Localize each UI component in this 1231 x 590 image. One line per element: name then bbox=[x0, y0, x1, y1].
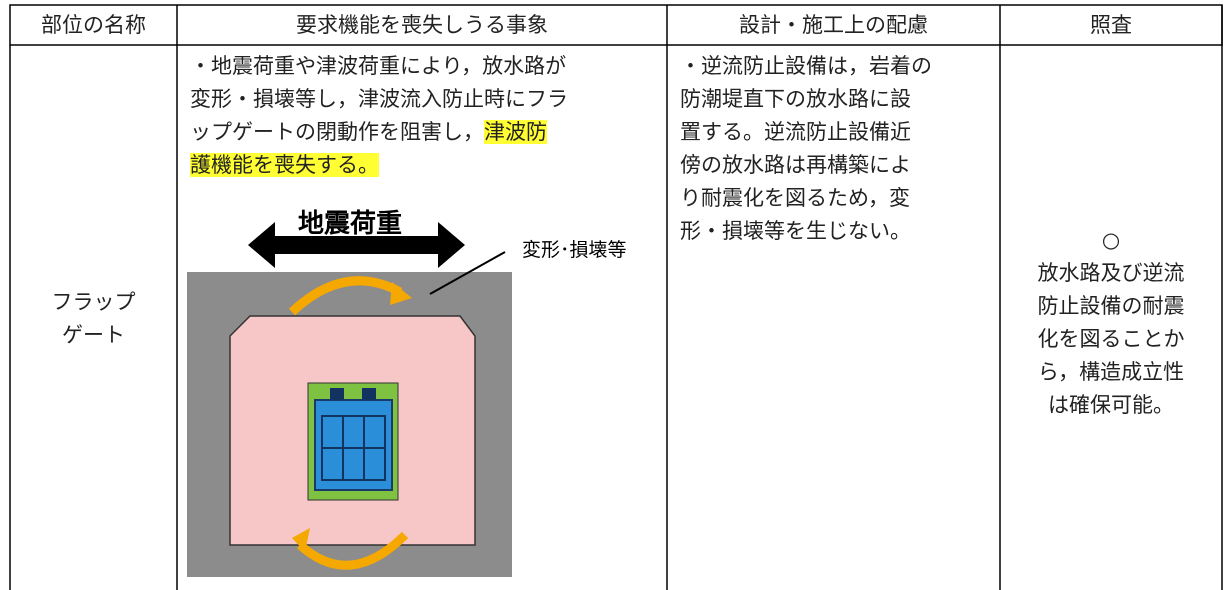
event-line: 変形・損壊等し，津波流入防止時にフラ bbox=[190, 87, 568, 111]
load-label: 地震荷重 bbox=[298, 209, 402, 239]
check-line: 防止設備の耐震 bbox=[1037, 294, 1185, 318]
design-line: り耐震化を図るため，変 bbox=[680, 186, 910, 210]
design-line: ・逆流防止設備は，岩着の bbox=[680, 54, 932, 78]
highlight: 津波防 bbox=[484, 120, 547, 144]
design-cell: ・逆流防止設備は，岩着の 防潮堤直下の放水路に設 置する。逆流防止設備近 傍の放… bbox=[680, 50, 932, 248]
check-cell: ○ 放水路及び逆流 防止設備の耐震 化を図ることか ら，構造成立性 は確保可能。 bbox=[1000, 224, 1222, 422]
header-cell: 部位の名称 bbox=[41, 13, 146, 37]
gate-panels bbox=[321, 415, 386, 481]
design-line: 形・損壊等を生じない。 bbox=[680, 219, 911, 243]
deform-arrow bbox=[296, 531, 409, 570]
header-box bbox=[9, 4, 1223, 46]
header-cell: 設計・施工上の配慮 bbox=[739, 13, 928, 37]
damage-label: 変形･損壊等 bbox=[522, 239, 627, 261]
highlight: 護機能を喪失する。 bbox=[190, 153, 379, 177]
part-line: フラップ bbox=[51, 290, 136, 314]
event-line: ・地震荷重や津波荷重により，放水路が bbox=[190, 54, 567, 78]
deform-arrow-head bbox=[390, 282, 412, 305]
part-cell: フラップ ゲート bbox=[10, 286, 177, 352]
gate bbox=[314, 399, 393, 491]
check-line: ら，構造成立性 bbox=[1037, 360, 1185, 384]
deform-arrow-head bbox=[292, 528, 310, 552]
deform-arrow bbox=[288, 276, 403, 316]
load-arrow bbox=[248, 222, 465, 268]
check-line: 化を図ることか bbox=[1037, 327, 1185, 351]
event-line-group: ップゲートの閉動作を阻害し，津波防 bbox=[190, 116, 568, 149]
header-cell: 照査 bbox=[1090, 13, 1132, 37]
event-line-group: 護機能を喪失する。 bbox=[190, 149, 568, 182]
design-line: 傍の放水路は再構築によ bbox=[680, 153, 911, 177]
event-cell: ・地震荷重や津波荷重により，放水路が 変形・損壊等し，津波流入防止時にフラ ップ… bbox=[190, 50, 568, 182]
check-line: ○ bbox=[1101, 228, 1121, 252]
design-line: 置する。逆流防止設備近 bbox=[680, 120, 911, 144]
gate-hinges bbox=[330, 388, 376, 400]
callout-line bbox=[429, 251, 506, 295]
part-line: ゲート bbox=[62, 323, 125, 347]
header-cell: 要求機能を喪失しうる事象 bbox=[296, 13, 548, 37]
design-line: 防潮堤直下の放水路に設 bbox=[680, 87, 911, 111]
check-line: 放水路及び逆流 bbox=[1037, 261, 1185, 285]
event-line: ップゲートの閉動作を阻害し， bbox=[190, 120, 484, 144]
check-line: は確保可能。 bbox=[1048, 393, 1174, 417]
